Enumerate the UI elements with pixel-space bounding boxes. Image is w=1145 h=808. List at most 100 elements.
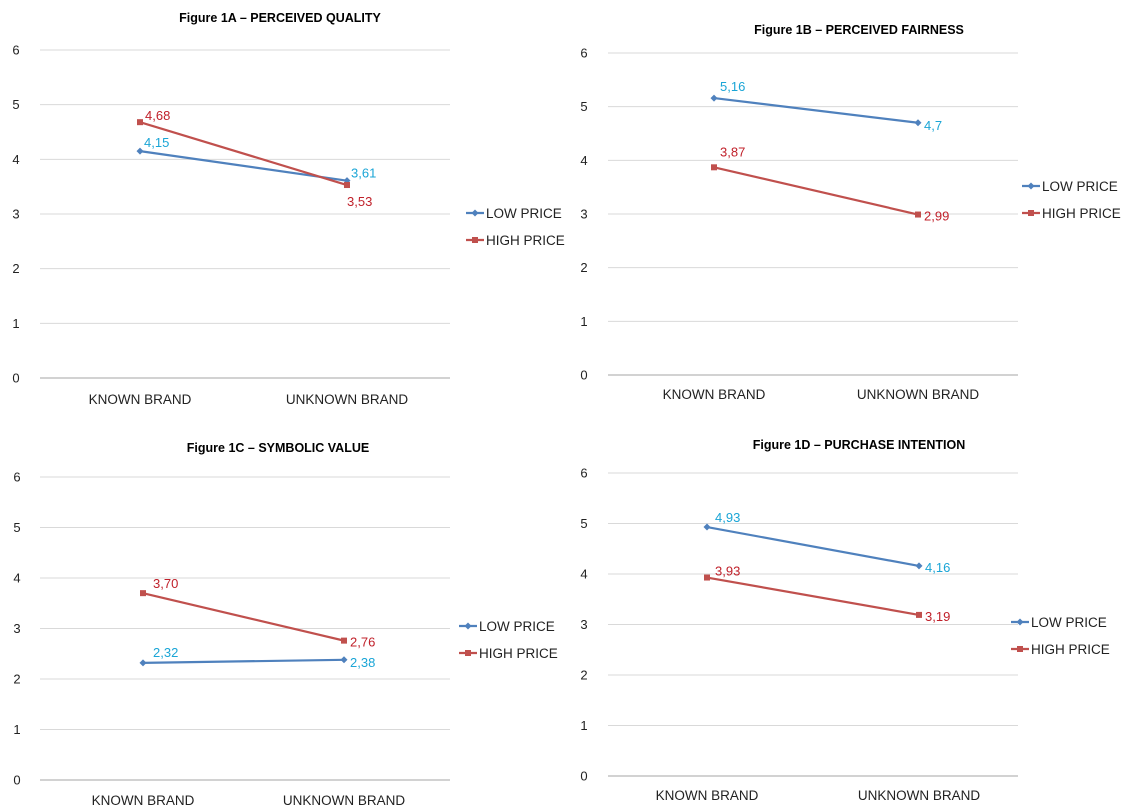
x-category-label: KNOWN BRAND [89,392,192,404]
legend-label: HIGH PRICE [479,646,558,661]
y-tick-label: 4 [580,153,587,168]
y-tick-label: 4 [13,571,20,586]
x-category-label: UNKNOWN BRAND [286,392,409,404]
legend-label: HIGH PRICE [1042,206,1121,221]
y-tick-label: 6 [12,43,19,58]
data-label: 2,99 [924,209,949,224]
y-tick-label: 4 [580,567,587,582]
data-point-marker [139,659,147,667]
data-point-marker [341,637,347,644]
legend-label: HIGH PRICE [1031,642,1110,657]
data-point-marker [140,590,146,597]
x-category-label: UNKNOWN BRAND [857,387,980,402]
data-label: 3,61 [351,166,376,181]
series-line-high-price [706,576,920,616]
data-label: 2,32 [153,645,178,660]
series-line-high-price [142,592,345,642]
data-point-marker [710,94,718,102]
y-tick-label: 4 [12,152,19,167]
chart-purchase-intention: Figure 1D – PURCHASE INTENTION 0 1 2 3 4 5 6 KNO… [573,404,1145,808]
data-label: 3,93 [715,564,740,579]
data-point-marker [711,164,717,171]
x-category-label: KNOWN BRAND [92,793,195,808]
chart-title: Figure 1A – PERCEIVED QUALITY [179,11,381,25]
chart-title: Figure 1C – SYMBOLIC VALUE [187,441,369,455]
series-line-low-price [142,658,345,664]
chart-perceived-quality: Figure 1A – PERCEIVED QUALITY 0 1 2 3 4 5 6 KNOW… [0,0,573,404]
series-line-low-price [706,525,920,568]
y-tick-label: 3 [12,207,19,222]
data-label: 4,7 [924,118,942,133]
data-point-marker [915,562,923,570]
y-tick-label: 0 [13,773,20,788]
y-tick-label: 2 [580,668,587,683]
data-point-marker [915,211,921,218]
y-tick-label: 6 [13,470,20,485]
data-point-marker [340,656,348,664]
y-tick-label: 3 [13,621,20,636]
y-tick-label: 1 [580,718,587,733]
series-line-high-price [713,166,919,216]
chart-svg: Figure 1B – PERCEIVED FAIRNESS 0 1 2 3 4 5 6 KNO… [580,23,1121,402]
legend-label: HIGH PRICE [486,233,565,248]
data-label: 2,38 [350,655,375,670]
legend-marker [472,237,478,243]
y-tick-label: 6 [580,46,587,61]
legend-marker [465,650,471,656]
data-label: 3,87 [720,144,745,159]
data-label: 3,70 [153,576,178,591]
chart-title: Figure 1D – PURCHASE INTENTION [753,438,966,452]
series-line-high-price [139,121,348,187]
legend-label: LOW PRICE [1042,179,1118,194]
data-point-marker [136,147,144,155]
y-tick-label: 1 [13,722,20,737]
data-label: 5,16 [720,79,745,94]
y-tick-label: 1 [12,316,19,331]
y-tick-label: 5 [12,97,19,112]
x-category-label: UNKNOWN BRAND [283,793,406,808]
chart-svg: Figure 1C – SYMBOLIC VALUE 0 1 2 3 4 5 6 KNOWN B… [13,441,558,808]
y-tick-label: 2 [12,261,19,276]
y-tick-label: 5 [580,99,587,114]
x-category-label: KNOWN BRAND [663,387,766,402]
y-tick-label: 2 [13,672,20,687]
data-point-marker [344,182,350,189]
y-tick-label: 5 [580,516,587,531]
data-label: 4,15 [144,135,169,150]
y-tick-label: 6 [580,466,587,481]
legend-marker [1028,210,1034,216]
y-tick-label: 3 [580,207,587,222]
data-label: 3,19 [925,609,950,624]
legend-label: LOW PRICE [479,619,555,634]
chart-title: Figure 1B – PERCEIVED FAIRNESS [754,23,964,37]
legend-marker [1027,182,1035,190]
y-tick-label: 0 [580,769,587,784]
series-line-low-price [139,150,348,182]
y-tick-label: 0 [12,371,19,386]
legend-label: LOW PRICE [1031,615,1107,630]
chart-svg: Figure 1A – PERCEIVED QUALITY 0 1 2 3 4 5 6 KNOW… [12,11,565,404]
y-tick-label: 1 [580,314,587,329]
series-line-low-price [713,96,919,124]
chart-perceived-fairness: Figure 1B – PERCEIVED FAIRNESS 0 1 2 3 4 5 6 KNO… [573,0,1145,404]
legend-marker [471,209,479,217]
y-tick-label: 2 [580,260,587,275]
data-point-marker [704,574,710,581]
y-tick-label: 3 [580,617,587,632]
chart-symbolic-value: Figure 1C – SYMBOLIC VALUE 0 1 2 3 4 5 6 KNOWN B… [0,404,573,808]
data-label: 4,93 [715,510,740,525]
legend-marker [1016,618,1024,626]
data-label: 3,53 [347,194,372,209]
data-point-marker [914,119,922,127]
data-point-marker [137,119,143,126]
y-tick-label: 0 [580,368,587,383]
x-category-label: KNOWN BRAND [656,788,759,803]
chart-svg: Figure 1D – PURCHASE INTENTION 0 1 2 3 4 5 6 KNO… [580,438,1110,803]
y-tick-label: 5 [13,520,20,535]
data-point-marker [703,523,711,531]
data-point-marker [916,611,922,618]
data-label: 4,68 [145,108,170,123]
data-label: 2,76 [350,635,375,650]
legend-marker [1017,646,1023,652]
